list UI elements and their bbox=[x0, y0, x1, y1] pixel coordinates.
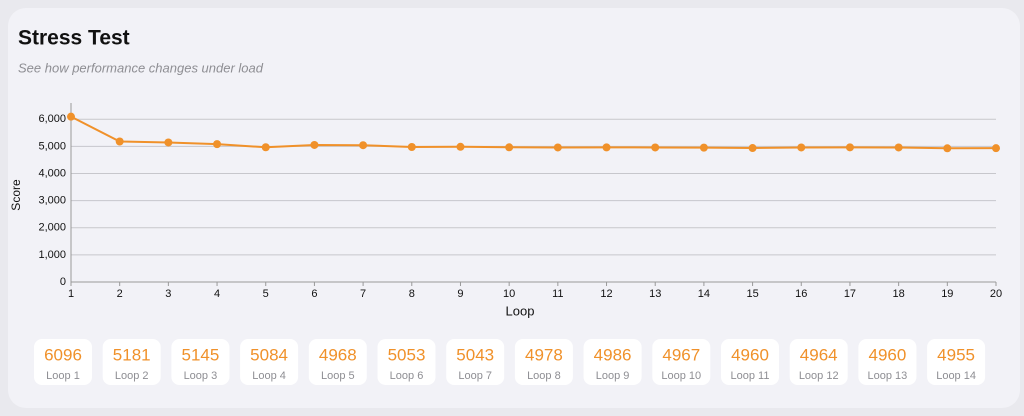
card-label: Loop 9 bbox=[596, 370, 630, 382]
point bbox=[456, 142, 465, 151]
point bbox=[164, 138, 173, 147]
x-tick-label: 9 bbox=[457, 288, 463, 300]
x-tick-label: 7 bbox=[360, 288, 366, 300]
point bbox=[359, 141, 368, 150]
x-tick-label: 20 bbox=[990, 288, 1002, 300]
x-tick-label: 10 bbox=[503, 288, 515, 300]
x-tick-label: 14 bbox=[698, 288, 710, 300]
x-axis-label: Loop bbox=[506, 303, 535, 318]
x-tick-label: 3 bbox=[165, 288, 171, 300]
card bbox=[721, 339, 779, 385]
y-tick-label: 6,000 bbox=[38, 113, 66, 125]
card bbox=[583, 339, 642, 385]
card-label: Loop 3 bbox=[184, 370, 218, 382]
y-tick-label: 0 bbox=[60, 276, 66, 288]
card-value: 4978 bbox=[525, 345, 563, 364]
point bbox=[992, 144, 1000, 153]
y-axis-label: Score bbox=[9, 179, 23, 211]
x-tick-label: 2 bbox=[117, 288, 123, 300]
point bbox=[894, 143, 903, 152]
card-value: 4960 bbox=[731, 345, 769, 364]
point bbox=[602, 143, 611, 152]
card-value: 4968 bbox=[319, 345, 357, 364]
point bbox=[845, 143, 854, 152]
card-value: 5145 bbox=[181, 345, 219, 364]
card-value: 4960 bbox=[868, 345, 906, 364]
x-tick-label: 13 bbox=[649, 288, 661, 300]
card-label: Loop 1 bbox=[46, 370, 80, 382]
x-tick-label: 11 bbox=[552, 288, 563, 300]
card-label: Loop 14 bbox=[936, 370, 976, 382]
line bbox=[70, 115, 997, 150]
card-value: 5181 bbox=[113, 345, 151, 364]
chart-title: Stress Test bbox=[18, 27, 130, 50]
x-tick-label: 8 bbox=[409, 288, 415, 300]
y-tick-label: 2,000 bbox=[38, 222, 66, 234]
chart-subtitle: See how performance changes under load bbox=[18, 60, 264, 75]
card bbox=[171, 339, 230, 385]
card-value: 4964 bbox=[800, 345, 838, 364]
card bbox=[652, 339, 711, 385]
x-tick-label: 18 bbox=[893, 288, 905, 300]
y-tick-label: 5,000 bbox=[38, 140, 66, 152]
card bbox=[446, 339, 505, 385]
point bbox=[505, 143, 514, 152]
x-tick-label: 6 bbox=[311, 288, 317, 300]
point bbox=[748, 144, 757, 153]
card-value: 5053 bbox=[388, 345, 426, 364]
card bbox=[102, 339, 161, 385]
x-tick-label: 16 bbox=[795, 288, 807, 300]
card-value: 5084 bbox=[250, 345, 288, 364]
point bbox=[797, 143, 806, 152]
point bbox=[261, 143, 270, 152]
card bbox=[514, 339, 573, 385]
cards: 6096 Loop 1 5181 Loop 2 5145 Loop 3 5084 Loop 4… bbox=[34, 339, 986, 385]
point bbox=[310, 140, 319, 149]
point bbox=[115, 137, 124, 146]
panel bbox=[8, 8, 1020, 408]
x-tick-label: 15 bbox=[746, 288, 758, 300]
card-value: 4967 bbox=[662, 345, 700, 364]
card bbox=[377, 339, 436, 385]
card bbox=[858, 339, 917, 385]
card-label: Loop 8 bbox=[527, 370, 561, 382]
point bbox=[943, 144, 952, 153]
card bbox=[789, 339, 848, 385]
card-label: Loop 6 bbox=[390, 370, 424, 382]
x-tick-label: 12 bbox=[600, 288, 612, 300]
card-label: Loop 12 bbox=[799, 370, 839, 382]
card bbox=[927, 339, 986, 385]
card-label: Loop 5 bbox=[321, 370, 355, 382]
y-tick-label: 4,000 bbox=[38, 167, 66, 179]
card bbox=[308, 339, 367, 385]
card-label: Loop 11 bbox=[731, 370, 770, 382]
y-tick-label: 3,000 bbox=[38, 195, 66, 207]
x-tick-label: 17 bbox=[844, 288, 856, 300]
point bbox=[407, 142, 416, 151]
y-tick-label: 1,000 bbox=[38, 249, 66, 261]
x-tick-label: 1 bbox=[68, 288, 74, 300]
point bbox=[213, 140, 222, 149]
point bbox=[699, 143, 708, 152]
x-tick-label: 4 bbox=[214, 288, 220, 300]
point bbox=[651, 143, 660, 152]
card-label: Loop 13 bbox=[868, 370, 908, 382]
card-value: 6096 bbox=[44, 345, 82, 364]
card-label: Loop 10 bbox=[661, 370, 701, 382]
x-tick-label: 5 bbox=[263, 288, 269, 300]
card-label: Loop 7 bbox=[458, 370, 492, 382]
point bbox=[67, 112, 75, 121]
x-tick-label: 19 bbox=[941, 288, 953, 300]
card-value: 4955 bbox=[937, 345, 975, 364]
point bbox=[553, 143, 562, 152]
card-value: 4986 bbox=[594, 345, 632, 364]
card-label: Loop 4 bbox=[252, 370, 286, 382]
card bbox=[34, 339, 92, 385]
card-value: 5043 bbox=[456, 345, 494, 364]
card bbox=[240, 339, 299, 385]
card-label: Loop 2 bbox=[115, 370, 149, 382]
